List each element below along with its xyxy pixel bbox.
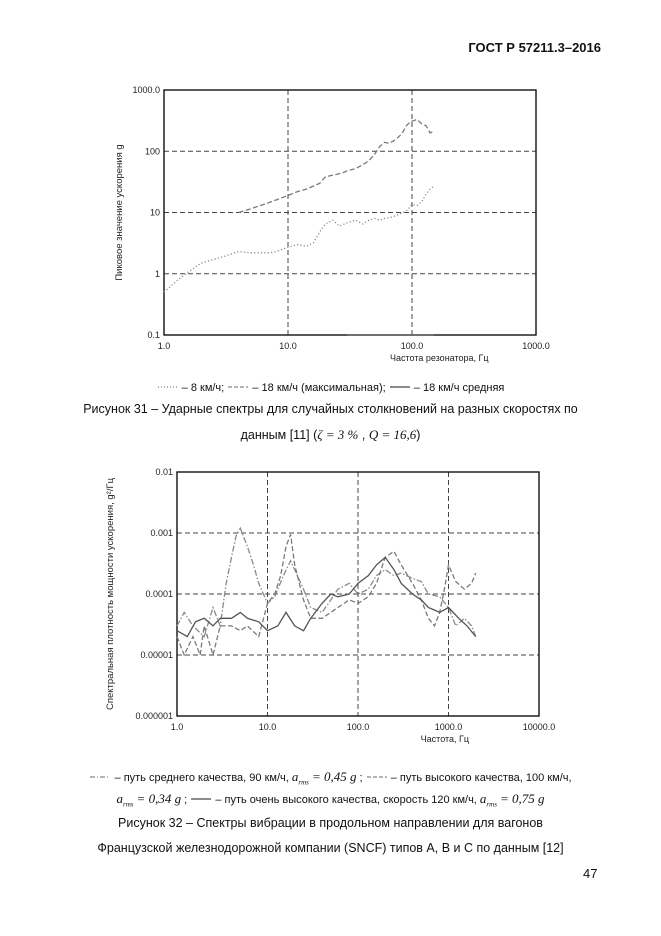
x-tick-label: 1000.0 <box>522 341 550 351</box>
legend-8kmh-label: – 8 км/ч; <box>181 382 225 394</box>
a-rms-value-3: = 0,75 g <box>500 791 545 806</box>
a-rms-symbol-1: arms <box>291 769 309 787</box>
x-axis-label: Частота, Гц <box>421 734 469 744</box>
a-rms-symbol-2: arms <box>116 791 134 809</box>
x-tick-label: 1.0 <box>171 722 184 732</box>
series-line <box>176 556 477 638</box>
page-number: 47 <box>583 866 598 881</box>
figure32-caption-line2: Французской железнодорожной компании (SN… <box>97 841 564 855</box>
legend-solid-line-icon <box>389 386 410 388</box>
y-tick-label: 1000.0 <box>132 85 160 95</box>
legend-dashed-line-icon <box>228 386 249 388</box>
y-axis-label: Спектральная плотность мощности ускорени… <box>105 477 116 710</box>
series-line <box>238 118 435 214</box>
y-axis-label: Пиковое значение ускорения g <box>114 144 125 280</box>
series-line <box>163 185 435 293</box>
q-value: Q = 16,6 <box>368 427 417 442</box>
y-tick-label: 0.001 <box>150 528 173 538</box>
figure31-caption-line2: данным [11] (ζ = 3 % , Q = 16,6) <box>240 427 421 442</box>
legend-18kmh-max-label: – 18 км/ч (максимальная); <box>252 382 386 394</box>
x-tick-label: 10000.0 <box>523 722 556 732</box>
series-line <box>176 526 477 638</box>
legend-dashed-line-icon-2 <box>366 776 387 778</box>
figure31-chart: 1.0 10.0 100.0 1000.0 0.1 1 10 100 1000.0 Частота… <box>114 85 550 363</box>
legend-dashdot-line-icon <box>90 776 111 778</box>
y-tick-label: 0.0001 <box>145 589 173 599</box>
figure32-chart: 1.0 10.0 100.0 1000.0 10000.0 0.000001 0.00001… <box>105 467 556 744</box>
legend-very-high-track-label: – путь очень высокого качества, скорость… <box>215 794 477 806</box>
legend-high-track-label: – путь высокого качества, 100 км/ч, <box>390 772 572 784</box>
legend-18kmh-avg-label: – 18 км/ч средняя <box>413 382 505 394</box>
figure31-legend: – 8 км/ч; – 18 км/ч (максимальная); – 18… <box>0 382 661 394</box>
a-rms-value-2: = 0,34 g <box>136 791 182 806</box>
caption-source: данным [11] ( <box>240 428 318 442</box>
y-tick-label: 0.00001 <box>140 650 173 660</box>
figure31-caption-line1: Рисунок 31 – Ударные спектры для случайн… <box>83 402 578 416</box>
x-tick-label: 100.0 <box>347 722 370 732</box>
y-tick-label: 0.1 <box>147 330 160 340</box>
legend-medium-track-label: – путь среднего качества, 90 км/ч, <box>114 772 289 784</box>
y-tick-label: 100 <box>145 146 160 156</box>
x-axis-label: Частота резонатора, Гц <box>390 353 489 363</box>
y-tick-label: 0.000001 <box>135 711 173 721</box>
figure32-caption-line1: Рисунок 32 – Спектры вибрации в продольн… <box>118 816 543 830</box>
x-tick-label: 1000.0 <box>435 722 463 732</box>
x-tick-label: 10.0 <box>279 341 297 351</box>
y-tick-label: 0.01 <box>155 467 173 477</box>
a-rms-symbol-3: arms <box>479 791 497 809</box>
y-tick-label: 10 <box>150 208 160 218</box>
legend-solid-line-icon-2 <box>191 798 212 800</box>
y-tick-label: 1 <box>155 269 160 279</box>
document-header: ГОСТ Р 57211.3–2016 <box>468 40 601 55</box>
x-tick-label: 100.0 <box>401 341 424 351</box>
x-tick-label: 10.0 <box>259 722 277 732</box>
x-tick-label: 1.0 <box>158 341 171 351</box>
series-line <box>176 534 477 658</box>
legend-dotted-line-icon <box>157 386 178 388</box>
a-rms-value-1: = 0,45 g <box>311 769 357 784</box>
zeta-value: ζ = 3 % <box>317 427 359 442</box>
figure32-legend-line1: – путь среднего качества, 90 км/ч, arms … <box>0 769 661 787</box>
plot-frame <box>176 471 540 717</box>
figure32-legend-line2: arms = 0,34 g ; – путь очень высокого ка… <box>116 791 545 809</box>
caption-close-paren: ) <box>416 428 421 442</box>
